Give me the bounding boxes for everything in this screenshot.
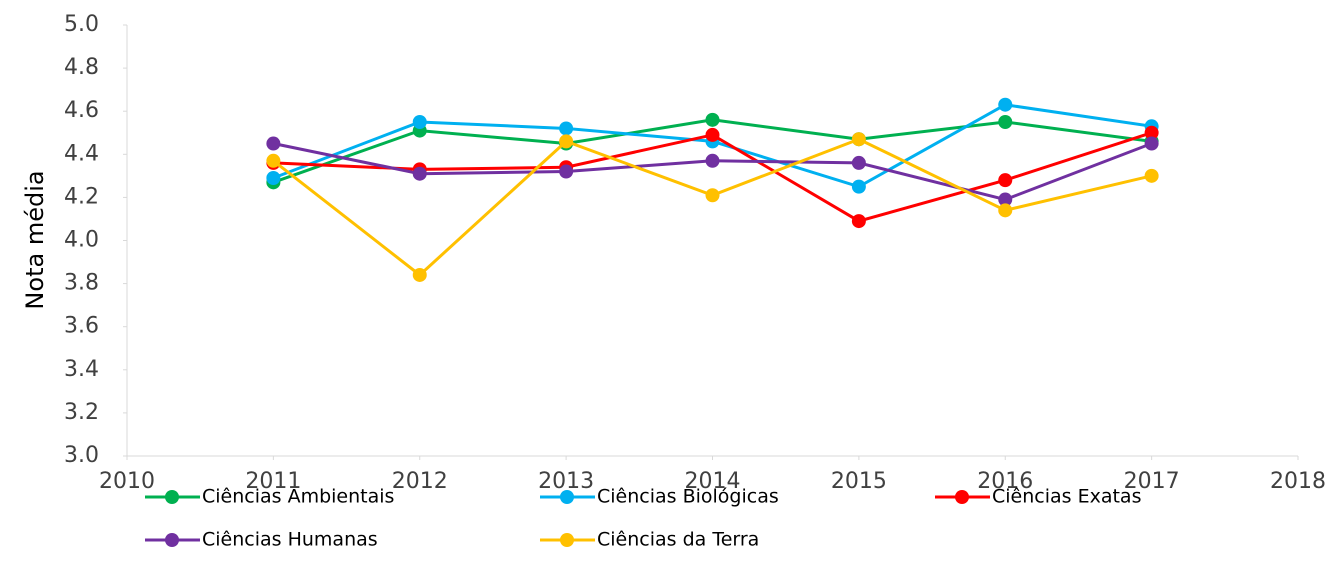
- legend-label: Ciências Exatas: [992, 486, 1141, 508]
- legend-label: Ciências Biológicas: [597, 486, 779, 508]
- point: [851, 214, 866, 229]
- x-tick-label: 2018: [1270, 469, 1326, 494]
- y-tick-label: 3.2: [64, 400, 99, 425]
- x-tick-label: 2011: [245, 469, 301, 494]
- point: [412, 166, 427, 181]
- point: [998, 192, 1013, 207]
- point: [412, 114, 427, 129]
- legend-marker: [560, 533, 574, 547]
- point: [266, 153, 281, 168]
- x-tick-label: 2013: [538, 469, 594, 494]
- y-tick-label: 4.4: [64, 141, 99, 166]
- point: [705, 112, 720, 127]
- legend-label: Ciências Humanas: [202, 529, 378, 551]
- point: [851, 132, 866, 147]
- legend-label: Ciências Ambientais: [202, 486, 394, 508]
- legend-label: Ciências da Terra: [597, 529, 759, 551]
- point: [266, 136, 281, 151]
- y-tick-label: 3.6: [64, 314, 99, 339]
- y-tick-label: 3.4: [64, 357, 99, 382]
- x-tick-label: 2012: [392, 469, 448, 494]
- x-tick-label: 2014: [685, 469, 741, 494]
- point: [705, 127, 720, 142]
- y-tick-label: 3.8: [64, 271, 99, 296]
- point: [1144, 136, 1159, 151]
- point: [705, 153, 720, 168]
- point: [559, 121, 574, 136]
- y-tick-label: 5.0: [64, 12, 99, 37]
- y-tick-label: 4.0: [64, 228, 99, 253]
- x-tick-label: 2010: [99, 469, 155, 494]
- point: [559, 164, 574, 179]
- legend-marker: [560, 490, 574, 504]
- point: [998, 114, 1013, 129]
- y-tick-label: 4.2: [64, 184, 99, 209]
- point: [998, 97, 1013, 112]
- point: [412, 267, 427, 282]
- legend-marker: [165, 533, 179, 547]
- y-tick-label: 3.0: [64, 443, 99, 468]
- point: [559, 134, 574, 149]
- point: [998, 203, 1013, 218]
- point: [998, 173, 1013, 188]
- y-tick-label: 4.6: [64, 98, 99, 123]
- legend-marker: [955, 490, 969, 504]
- x-tick-label: 2016: [977, 469, 1033, 494]
- legend-marker: [165, 490, 179, 504]
- point: [851, 155, 866, 170]
- y-axis-label: Nota média: [21, 170, 49, 309]
- point: [266, 171, 281, 186]
- point: [1144, 168, 1159, 183]
- point: [705, 188, 720, 203]
- point: [851, 179, 866, 194]
- x-tick-label: 2017: [1124, 469, 1180, 494]
- y-tick-label: 4.8: [64, 55, 99, 80]
- x-tick-label: 2015: [831, 469, 887, 494]
- point: [1144, 125, 1159, 140]
